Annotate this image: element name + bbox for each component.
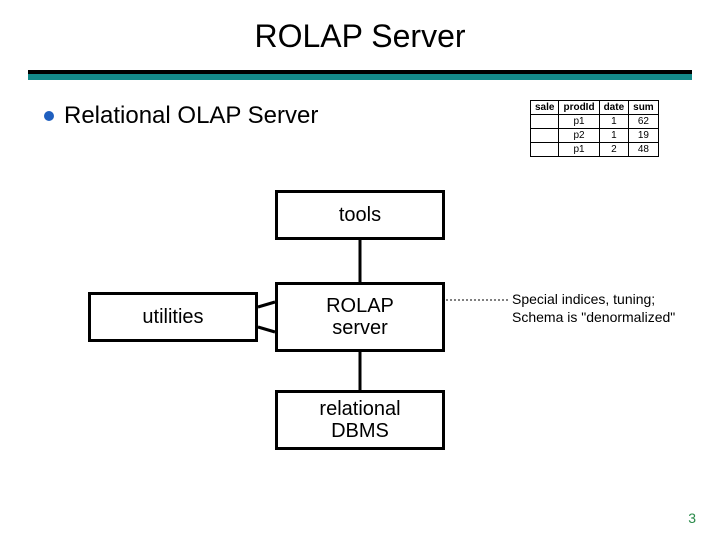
node-dbms-line2: DBMS (278, 420, 442, 442)
table-row: p1248 (531, 143, 659, 157)
node-rolap-server: ROLAP server (275, 282, 445, 352)
node-utilities: utilities (88, 292, 258, 342)
rule-bottom (28, 74, 692, 80)
node-rolap-line2: server (278, 317, 442, 339)
table-header: date (599, 101, 629, 115)
table-row: p2119 (531, 129, 659, 143)
slide-title: ROLAP Server (0, 18, 720, 55)
bullet-dot-icon (44, 111, 54, 121)
bullet-row: Relational OLAP Server (44, 102, 318, 130)
table-header: prodId (559, 101, 599, 115)
annotation-line2: Schema is "denormalized" (512, 309, 675, 325)
annotation-text: Special indices, tuning; Schema is "deno… (512, 290, 675, 326)
table-header: sum (629, 101, 659, 115)
page-number: 3 (688, 510, 696, 526)
table-row: p1162 (531, 115, 659, 129)
table-header: sale (531, 101, 559, 115)
title-rule (28, 70, 692, 80)
connectors-layer (0, 0, 720, 540)
node-tools: tools (275, 190, 445, 240)
node-dbms-line1: relational (278, 398, 442, 420)
sample-table: saleprodIddatesump1162p2119p1248 (530, 100, 659, 157)
slide-root: ROLAP Server Relational OLAP Server sale… (0, 0, 720, 540)
bullet-text: Relational OLAP Server (64, 102, 318, 130)
node-relational-dbms: relational DBMS (275, 390, 445, 450)
annotation-line1: Special indices, tuning; (512, 291, 655, 307)
node-rolap-line1: ROLAP (278, 295, 442, 317)
node-utilities-label: utilities (91, 306, 255, 328)
node-tools-label: tools (278, 204, 442, 226)
